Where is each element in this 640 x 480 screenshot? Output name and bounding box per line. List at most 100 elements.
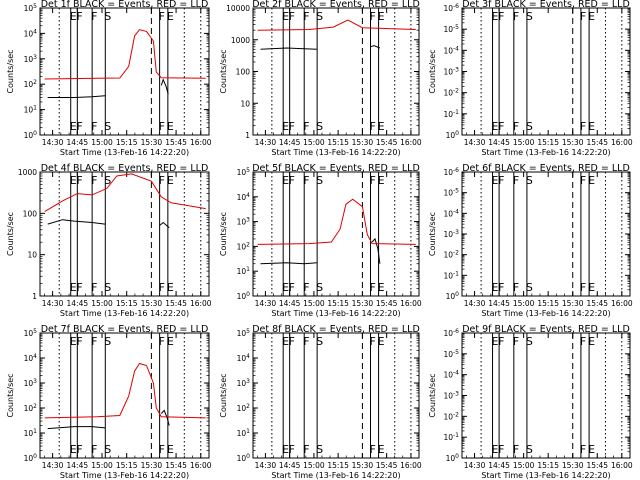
x-axis-label: Start Time (13-Feb-16 14:22:20): [271, 309, 400, 318]
marker-label: E: [588, 281, 595, 294]
x-axis-label: Start Time (13-Feb-16 14:22:20): [60, 471, 189, 480]
marker-label: F: [91, 10, 97, 23]
x-tick-label: 15:30: [352, 138, 374, 147]
marker-label: S: [526, 120, 533, 133]
marker-label: E: [282, 335, 289, 348]
x-tick-label: 15:00: [303, 299, 325, 308]
y-axis-label: Counts/sec: [219, 49, 228, 93]
y-tick-label: 10-5: [443, 24, 459, 34]
x-axis-label: Start Time (13-Feb-16 14:22:20): [271, 148, 400, 157]
x-tick-label: 15:15: [327, 138, 349, 147]
y-tick-label: 10-4: [443, 208, 459, 218]
x-tick-label: 15:00: [303, 138, 325, 147]
y-tick-label: 10-2: [443, 411, 459, 421]
plot-frame: [461, 171, 631, 297]
series-line-events: [260, 262, 317, 265]
y-tick-label: 105: [237, 167, 251, 177]
x-tick-label: 15:15: [116, 138, 138, 147]
y-tick-label: 103: [24, 54, 38, 64]
marker-label: E: [167, 443, 174, 456]
marker-label: S: [104, 174, 111, 187]
marker-label: F: [91, 120, 97, 133]
y-tick-label: 10-2: [443, 88, 459, 98]
plot-frame: [461, 7, 631, 136]
x-tick-label: 15:00: [91, 138, 113, 147]
y-tick-label: 105: [24, 3, 38, 13]
marker-label: E: [492, 120, 499, 133]
marker-label: F: [498, 174, 504, 187]
marker-label: F: [580, 281, 586, 294]
marker-label: F: [159, 281, 165, 294]
marker-label: E: [492, 10, 499, 23]
y-tick-label: 10-2: [443, 250, 459, 260]
y-tick-label: 10-5: [443, 188, 459, 198]
x-tick-label: 14:45: [67, 299, 89, 308]
marker-label: E: [492, 281, 499, 294]
marker-label: S: [104, 10, 111, 23]
marker-label: F: [580, 335, 586, 348]
marker-label: F: [159, 335, 165, 348]
marker-label: E: [378, 335, 385, 348]
marker-label: F: [303, 120, 309, 133]
y-tick-label: 101: [237, 266, 251, 276]
marker-label: F: [76, 335, 82, 348]
x-tick-label: 16:00: [611, 138, 633, 147]
marker-label: E: [70, 10, 77, 23]
y-tick-label: 101: [24, 105, 38, 115]
x-tick-label: 14:45: [488, 138, 510, 147]
series-line-events: [158, 221, 170, 229]
chart-panel-5: Det 5f BLACK = Events, RED = LLD 100 101 10…: [219, 163, 422, 318]
x-axis-label: Start Time (13-Feb-16 14:22:20): [60, 148, 189, 157]
y-tick-label: 1: [32, 292, 37, 301]
y-tick-label: 100: [237, 291, 251, 301]
marker-label: F: [369, 120, 375, 133]
marker-label: E: [70, 335, 77, 348]
marker-label: S: [316, 335, 323, 348]
plot-frame: [252, 7, 420, 136]
marker-label: E: [70, 281, 77, 294]
chart-panel-4: Det 4f BLACK = Events, RED = LLD 1 10 100 10…: [6, 163, 212, 318]
chart-title: Det 4f BLACK = Events, RED = LLD: [41, 163, 209, 174]
marker-label: F: [159, 120, 165, 133]
marker-label: S: [526, 443, 533, 456]
x-axis-label: Start Time (13-Feb-16 14:22:20): [60, 309, 189, 318]
marker-label: S: [526, 10, 533, 23]
x-tick-label: 15:00: [513, 138, 535, 147]
marker-label: E: [167, 120, 174, 133]
chart-title: Det 3f BLACK = Events, RED = LLD: [462, 0, 630, 10]
x-tick-label: 15:45: [165, 461, 187, 470]
x-axis-label: Start Time (13-Feb-16 14:22:20): [481, 309, 610, 318]
marker-label: F: [289, 10, 295, 23]
marker-label: F: [289, 174, 295, 187]
marker-label: F: [369, 10, 375, 23]
y-axis-label: Counts/sec: [6, 49, 15, 93]
marker-label: S: [104, 443, 111, 456]
x-tick-label: 14:45: [279, 461, 301, 470]
marker-label: F: [159, 174, 165, 187]
x-tick-label: 16:00: [400, 299, 422, 308]
x-tick-label: 15:30: [141, 461, 163, 470]
chart-panel-7: Det 7f BLACK = Events, RED = LLD 100 101 10…: [6, 324, 212, 480]
chart-title: Det 9f BLACK = Events, RED = LLD: [462, 324, 630, 335]
y-axis-label: Counts/sec: [428, 49, 437, 93]
marker-label: E: [378, 281, 385, 294]
x-tick-label: 14:30: [42, 461, 64, 470]
x-tick-label: 15:45: [586, 138, 608, 147]
plot-frame: [39, 332, 210, 459]
marker-label: E: [588, 443, 595, 456]
y-axis-label: Counts/sec: [428, 373, 437, 417]
x-tick-label: 15:30: [352, 461, 374, 470]
y-tick-label: 1000: [18, 168, 37, 177]
chart-title: Det 5f BLACK = Events, RED = LLD: [252, 163, 420, 174]
x-tick-label: 14:45: [488, 461, 510, 470]
y-tick-label: 103: [237, 378, 251, 388]
marker-label: E: [378, 443, 385, 456]
marker-label: F: [580, 10, 586, 23]
chart-panel-8: Det 8f BLACK = Events, RED = LLD 100 101 10…: [219, 324, 422, 480]
marker-label: F: [513, 335, 519, 348]
x-tick-label: 15:30: [352, 299, 374, 308]
marker-label: F: [76, 10, 82, 23]
y-tick-label: 10-5: [443, 349, 459, 359]
x-axis-label: Start Time (13-Feb-16 14:22:20): [481, 148, 610, 157]
y-tick-label: 102: [237, 241, 251, 251]
